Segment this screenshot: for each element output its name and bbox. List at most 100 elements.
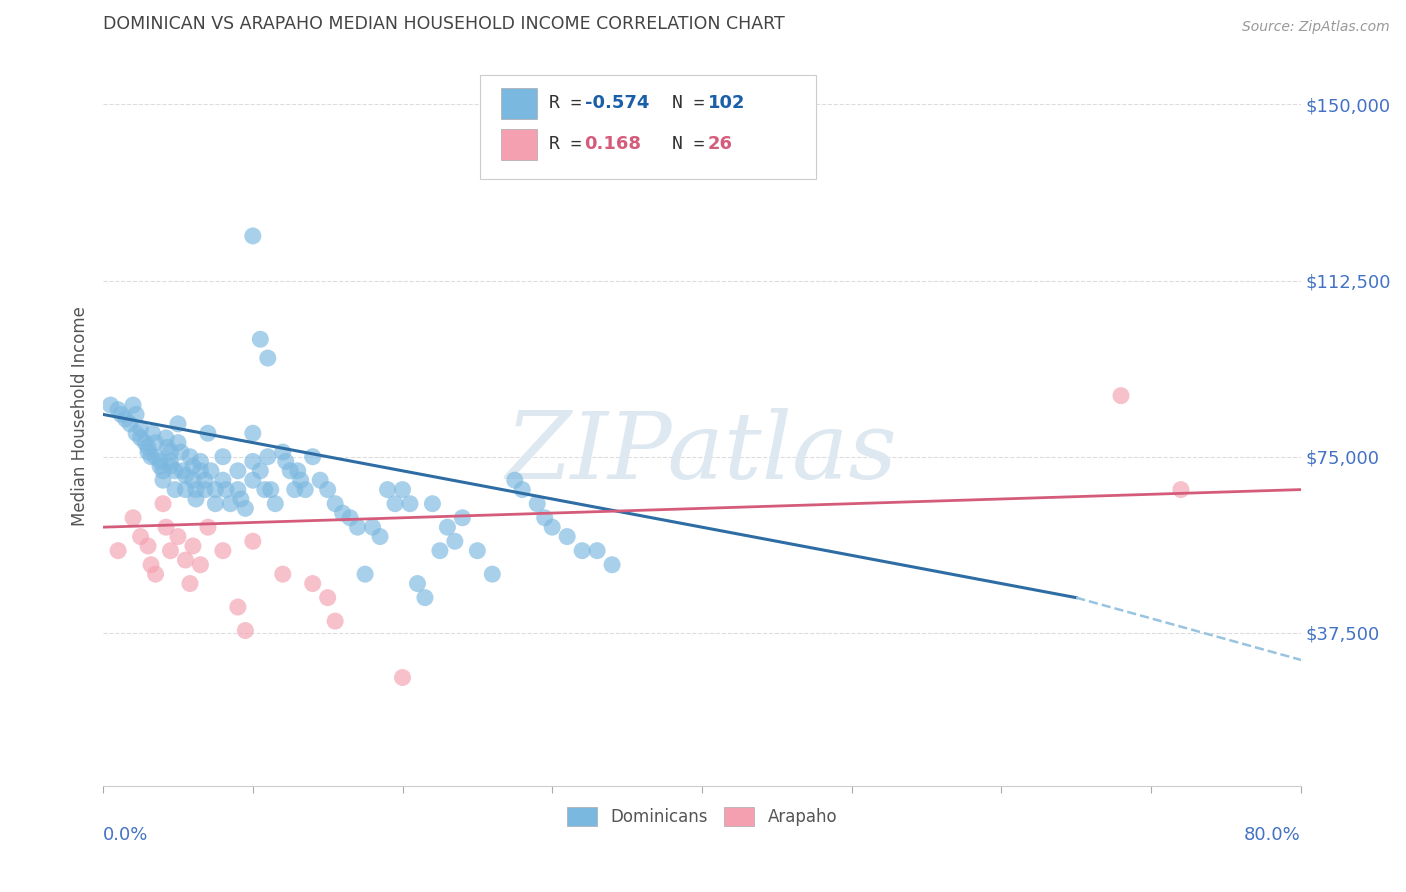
Point bbox=[179, 576, 201, 591]
Point bbox=[190, 558, 212, 572]
Legend: Dominicans, Arapaho: Dominicans, Arapaho bbox=[560, 800, 844, 833]
Point bbox=[167, 530, 190, 544]
Point bbox=[323, 614, 346, 628]
Point bbox=[125, 408, 148, 422]
Point bbox=[316, 483, 339, 497]
Point bbox=[600, 558, 623, 572]
Point bbox=[377, 483, 399, 497]
Point bbox=[194, 483, 217, 497]
Point bbox=[136, 440, 159, 454]
Point bbox=[159, 445, 181, 459]
Point bbox=[242, 534, 264, 549]
Point bbox=[136, 539, 159, 553]
Point bbox=[271, 445, 294, 459]
Point bbox=[287, 464, 309, 478]
Point bbox=[399, 497, 422, 511]
Point bbox=[467, 543, 489, 558]
Point bbox=[233, 501, 256, 516]
Point bbox=[107, 402, 129, 417]
Point bbox=[114, 412, 136, 426]
Text: Source: ZipAtlas.com: Source: ZipAtlas.com bbox=[1241, 20, 1389, 34]
FancyBboxPatch shape bbox=[481, 75, 815, 178]
Point bbox=[167, 417, 190, 431]
Point bbox=[197, 520, 219, 534]
Point bbox=[194, 473, 217, 487]
Point bbox=[274, 454, 297, 468]
Point bbox=[226, 483, 249, 497]
Point bbox=[332, 506, 354, 520]
Point bbox=[361, 520, 384, 534]
Point bbox=[242, 228, 264, 243]
Point bbox=[181, 539, 204, 553]
Text: 26: 26 bbox=[707, 135, 733, 153]
Point bbox=[253, 483, 276, 497]
Point bbox=[122, 510, 145, 524]
Point bbox=[309, 473, 332, 487]
Point bbox=[181, 459, 204, 474]
Bar bbox=[501, 129, 537, 161]
Text: N =: N = bbox=[672, 135, 716, 153]
Point bbox=[122, 398, 145, 412]
Point bbox=[120, 417, 142, 431]
Point bbox=[290, 473, 312, 487]
Point bbox=[256, 450, 278, 464]
Text: R =: R = bbox=[548, 94, 592, 112]
Point bbox=[174, 553, 197, 567]
Point bbox=[284, 483, 307, 497]
Point bbox=[159, 454, 181, 468]
Point bbox=[226, 464, 249, 478]
Point bbox=[301, 450, 323, 464]
Point bbox=[152, 497, 174, 511]
Point bbox=[145, 435, 167, 450]
Point bbox=[136, 445, 159, 459]
Text: 80.0%: 80.0% bbox=[1244, 826, 1301, 844]
Point bbox=[152, 464, 174, 478]
Point bbox=[107, 543, 129, 558]
Point bbox=[145, 450, 167, 464]
Point bbox=[444, 534, 467, 549]
Point bbox=[110, 408, 132, 422]
Bar bbox=[501, 87, 537, 119]
Point bbox=[172, 464, 194, 478]
Point bbox=[242, 454, 264, 468]
Text: DOMINICAN VS ARAPAHO MEDIAN HOUSEHOLD INCOME CORRELATION CHART: DOMINICAN VS ARAPAHO MEDIAN HOUSEHOLD IN… bbox=[103, 15, 785, 33]
Point bbox=[190, 454, 212, 468]
Point bbox=[391, 483, 413, 497]
Point bbox=[1170, 483, 1192, 497]
Text: N =: N = bbox=[672, 94, 716, 112]
Point bbox=[212, 450, 235, 464]
Text: -0.574: -0.574 bbox=[585, 94, 650, 112]
Point bbox=[271, 567, 294, 582]
Point bbox=[174, 483, 197, 497]
Point bbox=[278, 464, 301, 478]
Point bbox=[429, 543, 451, 558]
Point bbox=[159, 459, 181, 474]
Point bbox=[129, 421, 152, 435]
Point bbox=[215, 483, 238, 497]
Point bbox=[510, 483, 533, 497]
Point bbox=[163, 483, 186, 497]
Point bbox=[384, 497, 406, 511]
Point bbox=[145, 567, 167, 582]
Point bbox=[129, 530, 152, 544]
Point bbox=[204, 483, 226, 497]
Point bbox=[533, 510, 555, 524]
Point bbox=[586, 543, 609, 558]
Point bbox=[139, 558, 162, 572]
Point bbox=[190, 464, 212, 478]
Point bbox=[149, 454, 172, 468]
Point bbox=[422, 497, 444, 511]
Point bbox=[249, 332, 271, 346]
Point bbox=[100, 398, 122, 412]
Point bbox=[170, 445, 193, 459]
Point bbox=[125, 426, 148, 441]
Point bbox=[481, 567, 503, 582]
Point bbox=[368, 530, 391, 544]
Point bbox=[1109, 389, 1132, 403]
Point bbox=[339, 510, 361, 524]
Point bbox=[413, 591, 436, 605]
Point bbox=[141, 426, 163, 441]
Point bbox=[541, 520, 564, 534]
Text: R =: R = bbox=[548, 135, 592, 153]
Point bbox=[204, 497, 226, 511]
